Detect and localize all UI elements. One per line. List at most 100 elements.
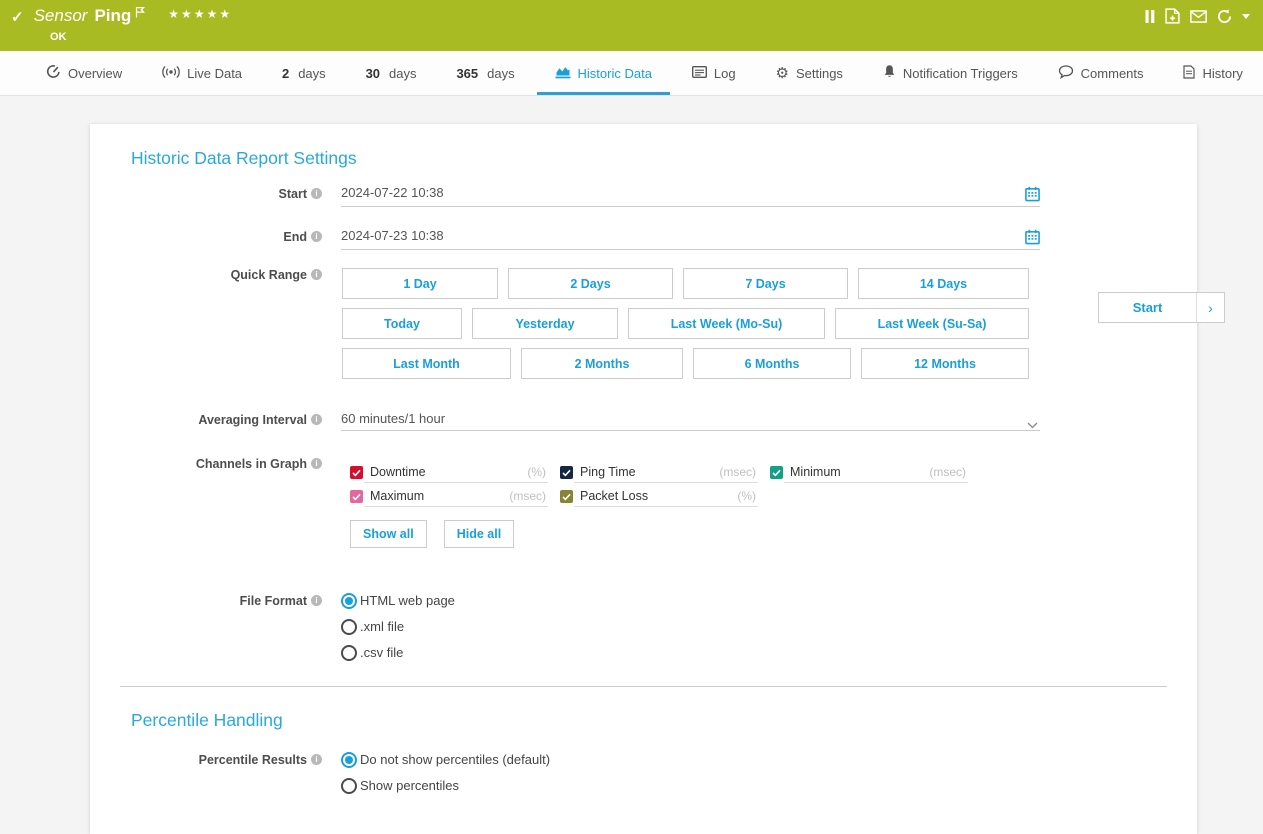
gauge-icon — [46, 64, 61, 82]
tab-log[interactable]: Log — [691, 51, 736, 95]
channel-unit: (msec) — [929, 465, 966, 479]
quick-range-label: Quick Range i — [90, 266, 322, 282]
channel-checkbox[interactable] — [350, 466, 363, 479]
quick-range-row: Quick Range i 1 Day 2 Days 7 Days 14 Days… — [90, 266, 1197, 379]
tab-settings[interactable]: ⚙ Settings — [776, 51, 843, 95]
calendar-icon[interactable] — [1025, 186, 1040, 205]
channel-checkbox[interactable] — [560, 490, 573, 503]
file-format-option-xml[interactable]: .xml file — [341, 618, 1040, 635]
end-date-field[interactable]: 2024-07-23 10:38 — [341, 228, 1040, 250]
history-sheet-icon — [1183, 64, 1196, 82]
tab-label: Notification Triggers — [902, 65, 1018, 81]
channels-in-graph-label: Channels in Graph i — [90, 455, 322, 471]
tab-30-days[interactable]: 30 days — [366, 51, 417, 95]
area-chart-icon — [555, 65, 571, 82]
radio-label: Show percentiles — [360, 778, 459, 793]
radio-selected-icon[interactable] — [341, 751, 357, 768]
quick-range-button-7-days[interactable]: 7 Days — [683, 268, 848, 299]
tab-overview[interactable]: Overview — [46, 51, 122, 95]
end-row: End i 2024-07-23 10:38 — [90, 228, 1197, 250]
averaging-interval-value: 60 minutes/1 hour — [341, 411, 446, 426]
tab-notification-triggers[interactable]: Notification Triggers — [883, 51, 1018, 95]
channel-checkbox[interactable] — [350, 490, 363, 503]
flag-icon — [135, 5, 146, 23]
tab-2-days[interactable]: 2 days — [282, 51, 326, 95]
channel-checkbox[interactable] — [770, 466, 783, 479]
quick-range-button-last-month[interactable]: Last Month — [342, 348, 511, 379]
show-all-button[interactable]: Show all — [350, 520, 427, 548]
info-icon[interactable]: i — [311, 595, 322, 606]
quick-range-button-2-months[interactable]: 2 Months — [521, 348, 683, 379]
quick-range-button-last-week-mo-su[interactable]: Last Week (Mo-Su) — [628, 308, 825, 339]
channel-name: Minimum — [790, 465, 841, 479]
hide-all-button[interactable]: Hide all — [443, 520, 515, 548]
email-icon[interactable] — [1190, 9, 1207, 23]
info-icon[interactable]: i — [311, 269, 322, 280]
chevron-right-icon[interactable]: › — [1196, 293, 1224, 322]
radio-icon[interactable] — [341, 777, 357, 794]
quick-range-button-last-week-su-sa[interactable]: Last Week (Su-Sa) — [835, 308, 1029, 339]
more-menu-caret-icon[interactable] — [1242, 13, 1250, 19]
start-row: Start i 2024-07-22 10:38 — [90, 185, 1197, 207]
tab-label: days — [389, 65, 417, 81]
percentile-option-show[interactable]: Show percentiles — [341, 777, 1040, 794]
tab-comments[interactable]: Comments — [1058, 51, 1144, 95]
info-icon[interactable]: i — [311, 231, 322, 242]
bell-icon — [883, 64, 896, 82]
radio-label: .xml file — [360, 619, 405, 634]
averaging-interval-select[interactable]: 60 minutes/1 hour — [341, 411, 1040, 431]
info-icon[interactable]: i — [311, 458, 322, 469]
broadcast-icon — [162, 65, 180, 82]
channel-unit: (msec) — [719, 465, 756, 479]
info-icon[interactable]: i — [311, 754, 322, 765]
pause-icon[interactable] — [1145, 9, 1155, 23]
status-badge: OK — [50, 31, 67, 43]
settings-panel: Historic Data Report Settings Start i 202… — [90, 124, 1225, 834]
add-report-icon[interactable] — [1165, 8, 1180, 24]
tab-historic-data[interactable]: Historic Data — [536, 51, 671, 95]
priority-stars[interactable]: ★★★★★ — [168, 7, 233, 21]
end-label: End i — [90, 228, 322, 244]
quick-range-button-14-days[interactable]: 14 Days — [858, 268, 1029, 299]
channel-unit: (%) — [737, 489, 756, 503]
channel-checkbox[interactable] — [560, 466, 573, 479]
page-content: Historic Data Report Settings Start i 202… — [0, 96, 1263, 834]
quick-range-button-yesterday[interactable]: Yesterday — [472, 308, 618, 339]
tab-label: days — [298, 65, 326, 81]
sensor-title: ✓ Sensor Ping ★★★★★ — [11, 5, 232, 26]
radio-label: HTML web page — [360, 593, 455, 608]
quick-range-button-1-day[interactable]: 1 Day — [342, 268, 498, 299]
radio-icon[interactable] — [341, 644, 357, 661]
sensor-name: Ping — [94, 6, 132, 25]
channel-item-maximum: Maximum (msec) — [350, 489, 548, 507]
quick-range-button-6-months[interactable]: 6 Months — [693, 348, 851, 379]
refresh-icon[interactable] — [1217, 8, 1232, 24]
radio-icon[interactable] — [341, 618, 357, 635]
channel-item-ping-time: Ping Time (msec) — [560, 465, 758, 483]
channel-unit: (msec) — [509, 489, 546, 503]
channel-name: Packet Loss — [580, 489, 649, 503]
channel-item-downtime: Downtime (%) — [350, 465, 548, 483]
tab-history[interactable]: History — [1183, 51, 1243, 95]
quick-range-button-12-months[interactable]: 12 Months — [861, 348, 1029, 379]
calendar-icon[interactable] — [1025, 229, 1040, 248]
tab-label: History — [1202, 65, 1243, 81]
start-date-field[interactable]: 2024-07-22 10:38 — [341, 185, 1040, 207]
comment-icon — [1058, 64, 1074, 82]
tab-365-days[interactable]: 365 days — [456, 51, 514, 95]
info-icon[interactable]: i — [311, 414, 322, 425]
file-format-option-html[interactable]: HTML web page — [341, 592, 1040, 609]
radio-selected-icon[interactable] — [341, 592, 357, 609]
status-check-icon: ✓ — [11, 9, 24, 26]
radio-label: Do not show percentiles (default) — [360, 752, 551, 767]
quick-range-button-2-days[interactable]: 2 Days — [508, 268, 673, 299]
tab-label: Overview — [68, 65, 123, 81]
info-icon[interactable]: i — [311, 188, 322, 199]
run-report-start-button[interactable]: Start › — [1098, 292, 1225, 323]
tab-live-data[interactable]: Live Data — [162, 51, 242, 95]
channel-item-packet-loss: Packet Loss (%) — [560, 489, 758, 507]
quick-range-button-today[interactable]: Today — [342, 308, 462, 339]
percentile-option-do-not-show[interactable]: Do not show percentiles (default) — [341, 751, 1040, 768]
log-list-icon — [691, 65, 707, 81]
file-format-option-csv[interactable]: .csv file — [341, 644, 1040, 661]
